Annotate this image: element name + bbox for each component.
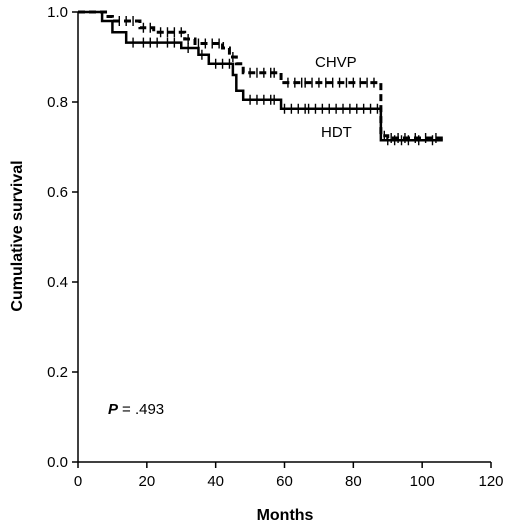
series-label-hdt: HDT [321, 124, 352, 141]
p-symbol: P [108, 401, 119, 418]
plot-area [78, 10, 443, 146]
x-tick-label: 20 [138, 473, 155, 490]
series-line-chvp [78, 10, 443, 140]
x-tick-label: 120 [478, 473, 503, 490]
x-tick-label: 60 [276, 473, 293, 490]
y-tick-label: 0.8 [47, 94, 68, 111]
y-tick-label: 0.4 [47, 274, 68, 291]
y-axis-ticks: 0.0 0.2 0.4 0.6 0.8 1.0 [47, 4, 78, 471]
p-value-annotation: P = .493 [108, 401, 164, 418]
x-axis-ticks: 0 20 40 60 80 100 120 [74, 462, 504, 490]
series-line-hdt [78, 10, 443, 142]
x-tick-label: 40 [207, 473, 224, 490]
x-tick-label: 100 [410, 473, 435, 490]
y-tick-label: 0.6 [47, 184, 68, 201]
x-tick-label: 80 [345, 473, 362, 490]
p-value-text: = .493 [122, 401, 164, 418]
y-axis-title: Cumulative survival [9, 160, 26, 311]
y-tick-label: 0.0 [47, 454, 68, 471]
series-label-chvp: CHVP [315, 54, 357, 71]
y-tick-label: 1.0 [47, 4, 68, 21]
x-axis-title: Months [257, 507, 314, 524]
x-tick-label: 0 [74, 473, 82, 490]
y-tick-label: 0.2 [47, 364, 68, 381]
